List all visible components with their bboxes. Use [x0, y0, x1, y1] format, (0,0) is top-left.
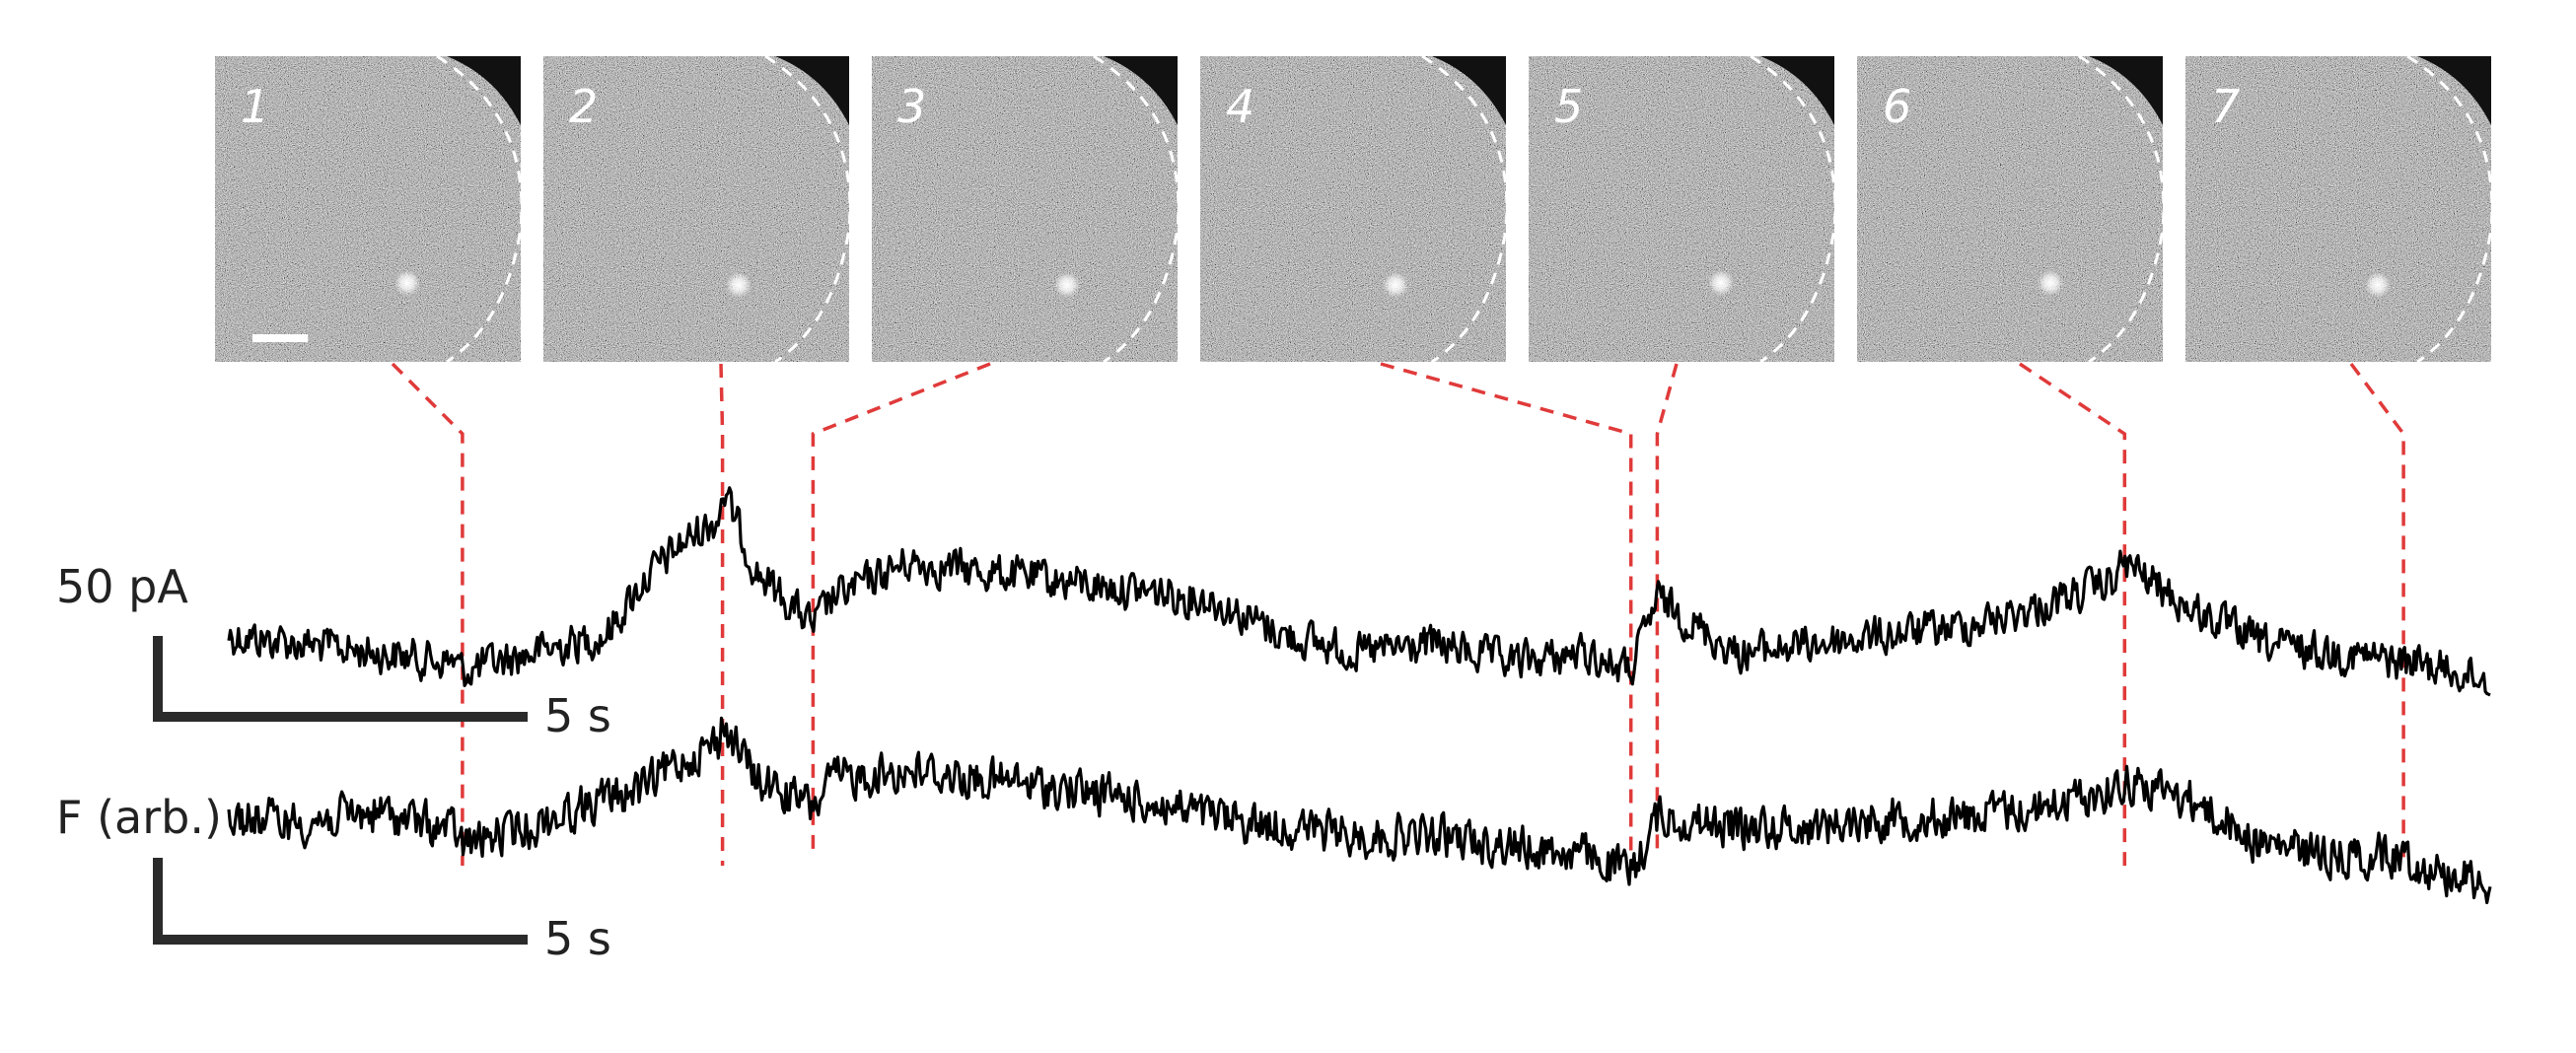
image-panel-2: 2 [543, 54, 852, 364]
trace-fluorescence [227, 716, 2492, 905]
panel-dark-corner [1760, 56, 1834, 125]
panel-dark-corner [447, 56, 521, 125]
panel-image-noise [2185, 56, 2491, 362]
panel-dark-corner [2089, 56, 2163, 125]
panel-number: 5 [1554, 80, 1583, 133]
trace-current [227, 486, 2491, 697]
panel-image-noise [1857, 56, 2163, 362]
panel-image-noise [872, 56, 1178, 362]
panel-image-noise [543, 56, 849, 362]
scale-bar-current-lines [153, 636, 528, 722]
image-panel-6: 6 [1857, 54, 2166, 364]
frame-marker-4 [1380, 362, 1633, 856]
field-of-view-boundary [2078, 54, 2166, 364]
field-of-view-boundary [436, 54, 524, 364]
panel-image-noise [1200, 56, 1506, 362]
panel-number: 4 [1226, 80, 1254, 133]
scale-bar-fluorescence-lines [153, 858, 528, 945]
bright-spot [2365, 272, 2391, 298]
scale-bar-current-label: 50 pA [56, 560, 188, 613]
image-panels: 1 2 3 4 5 6 7 [215, 54, 2494, 364]
panel-number: 7 [2211, 80, 2240, 133]
field-of-view-boundary [764, 54, 852, 364]
frame-marker-5 [1655, 363, 1679, 856]
image-panel-5: 5 [1529, 54, 1837, 364]
panel-number: 2 [569, 80, 598, 133]
field-of-view-boundary [1750, 54, 1837, 364]
panel-dark-corner [775, 56, 849, 125]
frame-marker-3 [811, 362, 991, 856]
bright-spot [1054, 272, 1080, 298]
bright-spot [394, 270, 420, 296]
panel-dark-corner [1104, 56, 1178, 125]
scale-bar-fluorescence-label: F (arb.) [56, 791, 222, 844]
image-panel-7: 7 [2185, 54, 2494, 364]
field-of-view-boundary [1421, 54, 1509, 364]
bright-spot [726, 272, 751, 298]
frame-marker-7 [2349, 362, 2405, 866]
frame-marker-1 [391, 362, 465, 866]
traces [227, 486, 2492, 905]
frame-marker-6 [2019, 362, 2127, 866]
panel-number: 3 [897, 80, 926, 133]
bright-spot [2038, 270, 2063, 296]
scale-bar-current: 50 pA 5 s [56, 560, 611, 742]
panel-image-noise [215, 56, 521, 362]
scale-bar-current-time-label: 5 s [544, 689, 611, 742]
bright-spot [1708, 270, 1734, 296]
image-scale-bar [252, 334, 308, 342]
panel-dark-corner [1432, 56, 1506, 125]
bright-spot [1383, 272, 1408, 298]
image-panel-4: 4 [1200, 54, 1509, 364]
scale-bar-fluorescence-time-label: 5 s [544, 912, 611, 965]
field-of-view-boundary [2406, 54, 2494, 364]
frame-marker-2 [719, 363, 725, 866]
panel-image-noise [1529, 56, 1834, 362]
scale-bar-fluorescence: F (arb.) 5 s [56, 791, 611, 965]
panel-dark-corner [2417, 56, 2491, 125]
image-panel-3: 3 [872, 54, 1181, 364]
image-panel-1: 1 [215, 54, 524, 364]
panel-number: 1 [241, 80, 269, 133]
panel-number: 6 [1883, 80, 1911, 133]
field-of-view-boundary [1093, 54, 1181, 364]
